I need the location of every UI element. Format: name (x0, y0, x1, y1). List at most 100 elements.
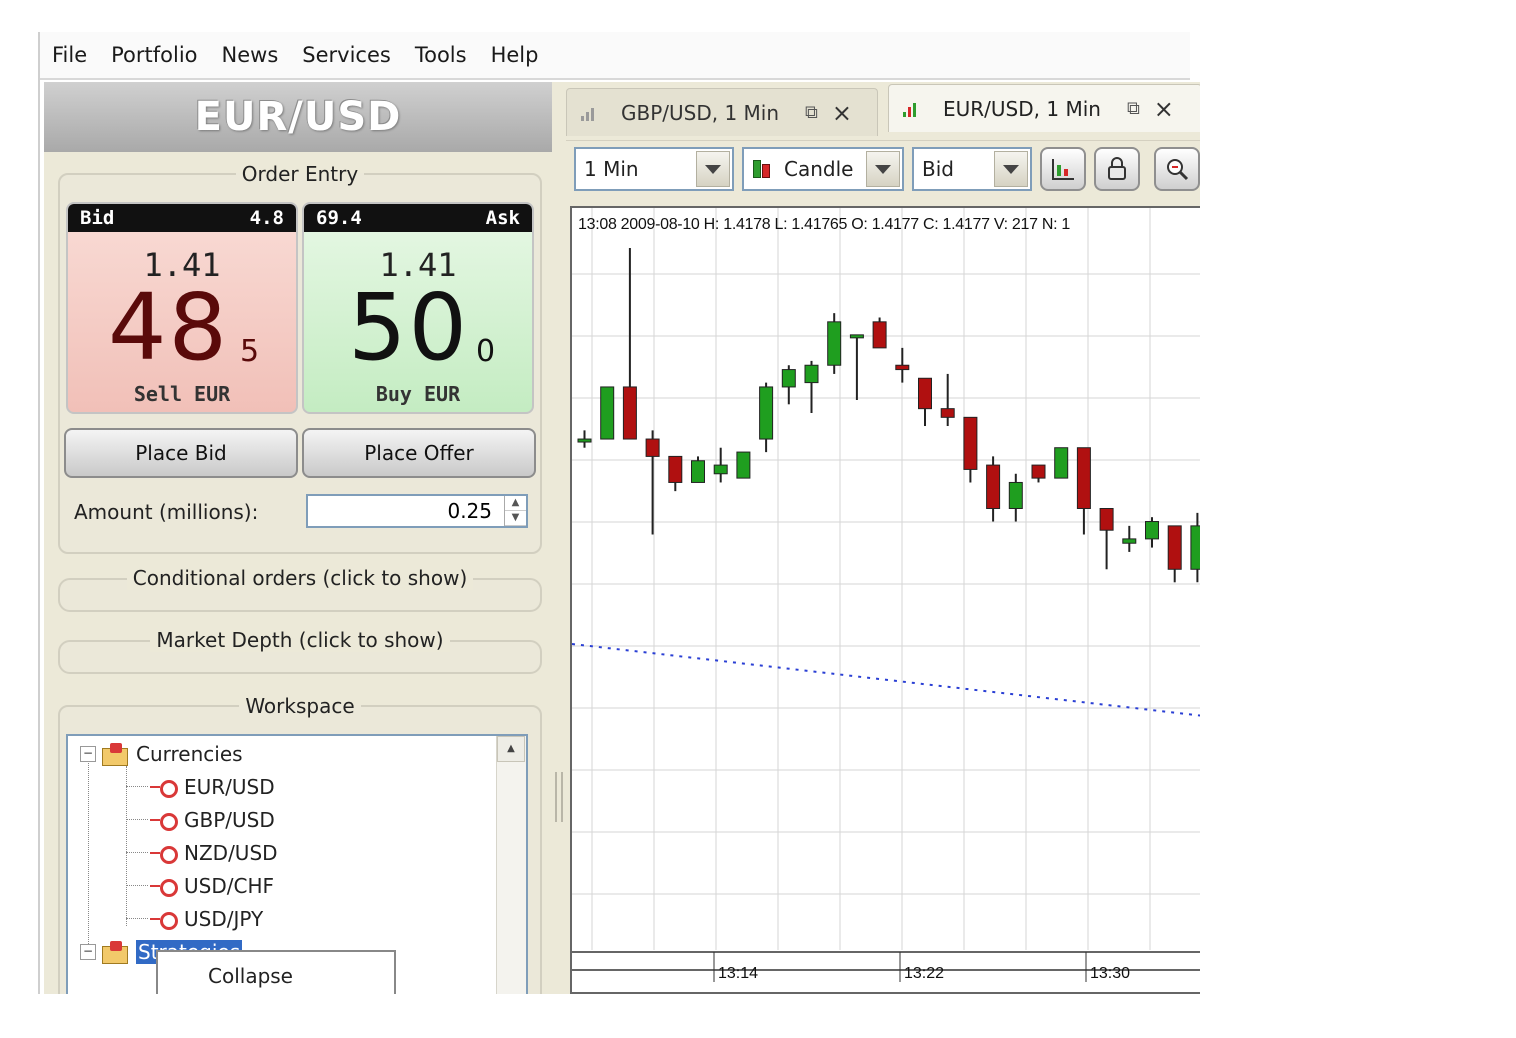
tree-item-nzdusd[interactable]: NZD/USD (150, 837, 278, 869)
x-tick-label: 13:14 (718, 965, 758, 982)
menu-tools[interactable]: Tools (414, 43, 467, 67)
ask-pips: 50 (348, 274, 470, 381)
sell-quote-tile[interactable]: Bid 4.8 1.41 48 5 Sell EUR (66, 202, 298, 414)
menu-bar: File Portfolio News Services Tools Help (40, 32, 1190, 80)
strategies-folder-icon (102, 941, 128, 964)
bid-big-figure: 1.41 (143, 246, 221, 284)
x-tick-label: 13:22 (904, 965, 944, 982)
popout-icon[interactable]: ⧉ (1126, 98, 1140, 119)
chevron-down-icon[interactable] (866, 151, 900, 187)
candle-down (963, 416, 978, 470)
spin-down-icon[interactable]: ▼ (505, 511, 526, 526)
candle-up (713, 464, 728, 475)
currencies-label: Currencies (136, 742, 243, 766)
amount-spinner[interactable]: ▲ ▼ (504, 496, 526, 526)
candle-down (1167, 525, 1182, 570)
candle-up (577, 438, 592, 443)
tree-item-label: USD/CHF (184, 874, 274, 898)
candle-up (1190, 525, 1200, 570)
conditional-orders-section[interactable]: Conditional orders (click to show) (58, 566, 542, 612)
workspace-tree: − Currencies EUR/USD GBP/USD NZD/USD USD… (66, 734, 528, 994)
tree-item-eurusd[interactable]: EUR/USD (150, 771, 275, 803)
place-offer-button[interactable]: Place Offer (302, 428, 536, 478)
price-side-select[interactable]: Bid (912, 147, 1032, 191)
context-menu-collapse[interactable]: Collapse (208, 964, 293, 988)
candle-up (600, 386, 615, 440)
tab-label: EUR/USD, 1 Min (943, 96, 1101, 121)
chart-type-select[interactable]: Candle (742, 147, 904, 191)
tree-item-label: GBP/USD (184, 808, 275, 832)
tab-label: GBP/USD, 1 Min (621, 100, 780, 125)
bar-chart-icon (1052, 159, 1074, 180)
chart-bars-icon (903, 101, 923, 117)
tree-scrollbar[interactable]: ▲ (496, 736, 526, 994)
tree-item-usdjpy[interactable]: USD/JPY (150, 903, 263, 935)
tab-eurusd[interactable]: EUR/USD, 1 Min ⧉ × (888, 84, 1200, 132)
tab-gbpusd[interactable]: GBP/USD, 1 Min ⧉ × (566, 88, 878, 136)
menu-services[interactable]: Services (302, 43, 391, 67)
candle-up (849, 334, 864, 339)
trading-app-window: File Portfolio News Services Tools Help … (38, 32, 1200, 994)
instrument-title: EUR/USD (194, 94, 402, 140)
chart-canvas: 13:14 13:22 13:30 (572, 208, 1200, 982)
currency-pair-icon (150, 844, 178, 864)
close-icon[interactable]: × (831, 98, 853, 127)
lock-button[interactable] (1094, 147, 1140, 191)
menu-help[interactable]: Help (490, 43, 539, 67)
candle-down (940, 408, 955, 418)
close-icon[interactable]: × (1153, 94, 1174, 123)
candle-up (1145, 521, 1159, 540)
candle-down (872, 321, 887, 349)
zoom-button[interactable] (1154, 147, 1200, 191)
tree-item-label: USD/JPY (184, 907, 264, 931)
tree-node-currencies[interactable]: − Currencies (80, 738, 243, 770)
candle-up (1008, 481, 1023, 510)
candle-down (645, 438, 660, 457)
buy-quote-tile[interactable]: 69.4 Ask 1.41 50 0 Buy EUR (302, 202, 534, 414)
menu-news[interactable]: News (221, 43, 279, 67)
splitter-grip-icon[interactable] (555, 772, 563, 822)
collapse-toggle-icon[interactable]: − (80, 944, 96, 960)
amount-input[interactable] (306, 494, 528, 528)
chevron-down-icon[interactable] (696, 151, 730, 187)
candle-up (759, 386, 774, 440)
bid-label: Bid (80, 207, 115, 229)
candle-down (1031, 464, 1046, 479)
candle-up (1122, 538, 1137, 544)
tree-item-label: NZD/USD (184, 841, 278, 865)
candle-down (895, 364, 910, 371)
lock-icon (1108, 157, 1126, 180)
ask-label: Ask (485, 207, 520, 229)
candle-down (918, 377, 932, 410)
panel-splitter[interactable] (552, 82, 566, 994)
market-depth-section[interactable]: Market Depth (click to show) (58, 628, 542, 674)
candle-down (622, 386, 637, 440)
instrument-header: EUR/USD (44, 82, 552, 152)
currency-pair-icon (150, 778, 178, 798)
candle-icon (752, 156, 770, 182)
currency-pair-icon (150, 811, 178, 831)
ask-big-figure: 1.41 (379, 246, 457, 284)
period-select[interactable]: 1 Min (574, 147, 734, 191)
indicators-button[interactable] (1040, 147, 1086, 191)
bid-bar: Bid 4.8 (68, 204, 296, 232)
spin-up-icon[interactable]: ▲ (505, 496, 526, 511)
menu-file[interactable]: File (52, 43, 88, 67)
candle-down (1076, 447, 1091, 510)
candle-up (827, 321, 842, 366)
tree-item-gbpusd[interactable]: GBP/USD (150, 804, 275, 836)
collapse-toggle-icon[interactable]: − (80, 746, 96, 762)
candle-down (986, 464, 1001, 510)
candlestick-chart[interactable]: 13:14 13:22 13:30 13:08 2009-08-10 H: 1.41… (570, 206, 1200, 994)
amount-label: Amount (millions): (74, 500, 259, 524)
context-menu: Collapse (156, 950, 396, 994)
menu-portfolio[interactable]: Portfolio (111, 43, 198, 67)
chevron-down-icon[interactable] (994, 151, 1028, 187)
market-depth-label: Market Depth (click to show) (150, 628, 450, 652)
scroll-up-icon[interactable]: ▲ (497, 736, 525, 762)
popout-icon[interactable]: ⧉ (805, 102, 818, 123)
candle-up (804, 364, 819, 384)
place-bid-button[interactable]: Place Bid (64, 428, 298, 478)
workspace-legend: Workspace (245, 694, 355, 718)
tree-item-usdchf[interactable]: USD/CHF (150, 870, 274, 902)
